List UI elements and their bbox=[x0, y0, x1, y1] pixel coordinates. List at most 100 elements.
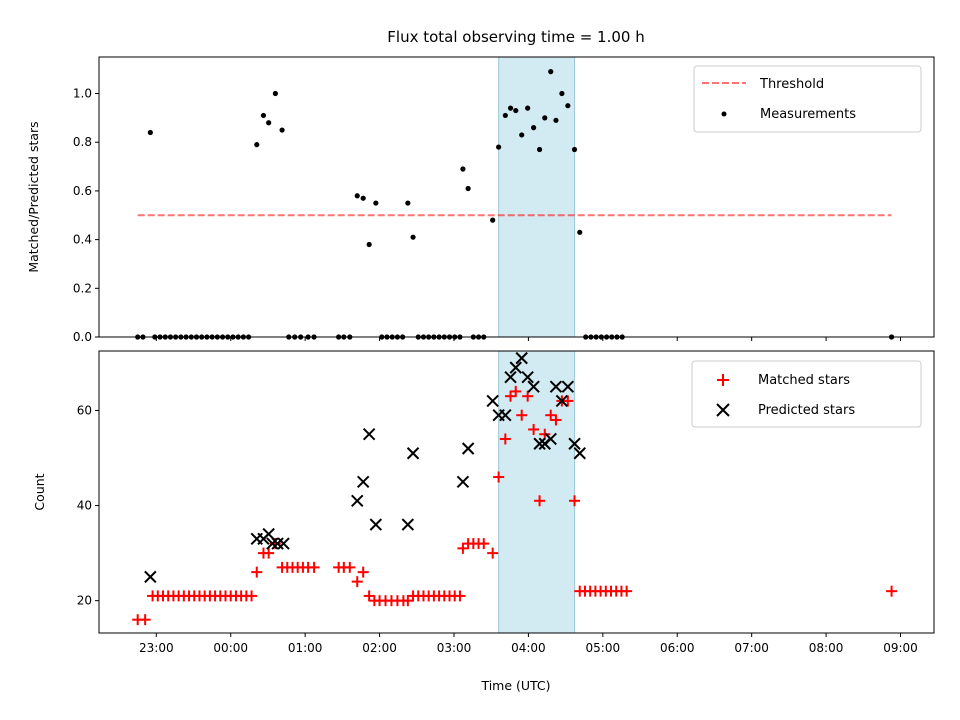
measurement-point bbox=[536, 146, 543, 153]
predicted-star-marker bbox=[362, 428, 376, 441]
measurement-point bbox=[507, 105, 514, 111]
predicted-star-marker bbox=[277, 537, 290, 550]
measurement-point bbox=[272, 90, 278, 97]
matched-star-marker bbox=[344, 561, 356, 573]
matched-star-marker bbox=[545, 409, 557, 421]
measurement-point bbox=[525, 105, 531, 111]
measurement-point bbox=[410, 234, 416, 240]
count-y-tick-label: 40 bbox=[77, 499, 92, 513]
matched-star-marker bbox=[534, 495, 546, 507]
matched-star-marker bbox=[550, 414, 562, 426]
ratio-y-tick-label: 0.6 bbox=[73, 184, 92, 198]
predicted-star-marker bbox=[555, 394, 569, 408]
predicted-star-marker bbox=[544, 432, 557, 446]
measurement-point bbox=[496, 144, 502, 150]
matched-star-marker bbox=[493, 471, 505, 483]
measurement-point bbox=[502, 112, 508, 119]
matched-star-marker bbox=[522, 390, 534, 402]
predicted-star-marker bbox=[266, 537, 279, 550]
legend-matched-label: Matched stars bbox=[758, 373, 850, 388]
highlight-span-layer bbox=[498, 56, 576, 338]
count-y-ticks: 20 40 60 bbox=[77, 403, 99, 608]
measurement-point bbox=[565, 103, 571, 109]
ratio-y-tick-label: 0.0 bbox=[73, 330, 92, 344]
ratio-y-tick-label: 0.2 bbox=[73, 281, 92, 295]
count-y-tick-label: 60 bbox=[77, 403, 92, 417]
matched-star-marker bbox=[487, 547, 499, 559]
count-y-tick-label: 20 bbox=[77, 594, 92, 608]
measurement-point bbox=[542, 115, 548, 121]
predicted-star-marker bbox=[533, 437, 546, 450]
matched-star-marker bbox=[886, 585, 898, 597]
x-tick-label: 03:00 bbox=[437, 641, 472, 655]
measurement-point bbox=[279, 127, 285, 133]
x-tick-label: 07:00 bbox=[734, 641, 769, 655]
matched-star-marker bbox=[139, 614, 151, 626]
measurement-point bbox=[147, 129, 153, 136]
matched-star-marker bbox=[505, 390, 517, 402]
legend-matched-swatch bbox=[717, 374, 729, 386]
x-tick-label: 01:00 bbox=[288, 641, 323, 655]
predicted-star-marker bbox=[144, 570, 157, 584]
ratio-legend: Threshold Measurements bbox=[693, 65, 922, 133]
matched-star-marker bbox=[457, 542, 469, 554]
predicted-star-marker bbox=[515, 351, 528, 365]
predicted-star-marker bbox=[262, 527, 275, 541]
x-tick-label: 04:00 bbox=[511, 641, 546, 655]
matched-star-marker bbox=[263, 547, 275, 559]
count-legend-box bbox=[691, 360, 922, 428]
legend-measurements-label: Measurements bbox=[760, 107, 856, 122]
predicted-star-marker bbox=[356, 475, 370, 488]
measurement-point bbox=[373, 200, 379, 206]
measurement-point bbox=[354, 193, 360, 199]
legend-measurements-swatch bbox=[721, 111, 727, 117]
matched-star-marker bbox=[528, 423, 540, 435]
x-tick-label: 09:00 bbox=[883, 641, 918, 655]
predicted-star-marker bbox=[456, 475, 470, 488]
predicted-star-marker bbox=[406, 447, 420, 460]
predicted-star-marker bbox=[521, 370, 534, 384]
measurement-point bbox=[571, 146, 578, 153]
matched-star-marker bbox=[569, 495, 581, 507]
matched-star-marker bbox=[454, 590, 466, 602]
matched-star-marker bbox=[621, 585, 633, 597]
x-tick-label: 05:00 bbox=[586, 641, 621, 655]
predicted-star-marker bbox=[573, 447, 586, 460]
measurement-points-layer bbox=[135, 69, 895, 340]
matched-star-marker bbox=[478, 538, 490, 550]
measurement-point bbox=[548, 69, 554, 75]
predicted-star-marker bbox=[561, 380, 575, 393]
predicted-star-marker bbox=[549, 380, 563, 393]
legend-predicted-label: Predicted stars bbox=[758, 403, 855, 418]
x-tick-label: 06:00 bbox=[660, 641, 695, 655]
x-axis-label: Time (UTC) bbox=[480, 678, 550, 693]
measurement-point bbox=[513, 107, 519, 114]
measurement-point bbox=[366, 241, 372, 248]
ratio-y-tick-label: 1.0 bbox=[73, 87, 92, 101]
legend-threshold-label: Threshold bbox=[759, 77, 824, 92]
count-y-axis-label: Count bbox=[32, 473, 47, 510]
x-tick-label: 08:00 bbox=[809, 641, 844, 655]
ratio-x-ticks bbox=[155, 337, 902, 341]
measurement-point bbox=[519, 132, 525, 138]
matched-star-marker bbox=[562, 395, 574, 407]
matched-star-marker bbox=[516, 409, 528, 421]
ratio-y-axis-label: Matched/Predicted stars bbox=[26, 121, 41, 272]
ratio-axes-frame bbox=[98, 56, 935, 338]
measurement-point bbox=[405, 200, 411, 206]
matched-star-marker bbox=[308, 561, 320, 573]
measurement-point bbox=[559, 90, 565, 97]
matched-star-marker bbox=[357, 566, 369, 578]
matched-star-marker bbox=[246, 590, 258, 602]
count-axes-frame bbox=[98, 350, 935, 634]
predicted-star-marker bbox=[504, 370, 517, 384]
measurement-point bbox=[577, 229, 583, 235]
predicted-star-marker bbox=[461, 442, 475, 455]
matched-star-marker bbox=[251, 566, 263, 578]
predicted-star-marker bbox=[401, 518, 415, 531]
matched-star-marker bbox=[351, 576, 363, 588]
predicted-star-marker bbox=[369, 518, 383, 531]
panel-count: 20 40 60 23:00 00:00 01:00 02:00 03:00 04:00 05:… bbox=[32, 350, 935, 693]
count-x-ticks: 23:00 00:00 01:00 02:00 03:00 04:00 05:00 06:00… bbox=[139, 633, 918, 655]
